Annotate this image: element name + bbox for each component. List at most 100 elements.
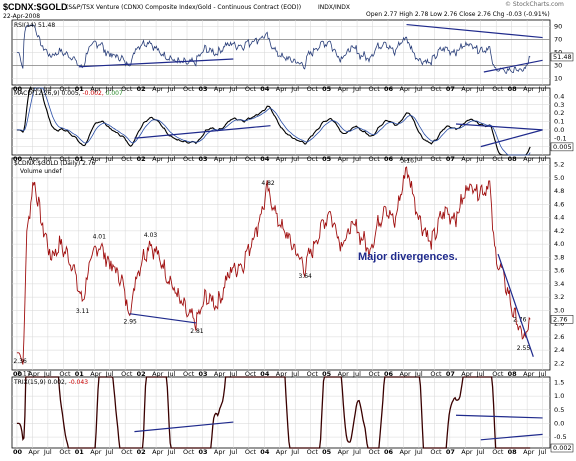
price-title: $CDNX:$GOLD (Daily) 2.76	[14, 160, 96, 167]
price-legend-item: Volume undef	[20, 168, 62, 175]
rsi-xtick-label: Oct	[492, 85, 504, 93]
price-ytick-label: 5.2	[554, 161, 564, 169]
macd-ytick-label: 0.3	[554, 101, 564, 109]
trix-trendline-low	[134, 421, 234, 433]
rsi-xtick-label: Jul	[414, 85, 423, 93]
macd-xtick-label: Oct	[369, 155, 381, 163]
macd-xtick-label: Apr	[276, 155, 288, 163]
trix-xtick-label: Jul	[352, 448, 361, 456]
macd-xtick-label: Oct	[430, 155, 442, 163]
macd-trendline-low	[134, 125, 271, 139]
macd-ytick-label: 0.0	[554, 126, 564, 134]
price-price-line	[16, 166, 531, 365]
rsi-xtick-label: Oct	[307, 85, 319, 93]
macd-xtick-label: 04	[260, 155, 270, 163]
price-value-label: 2.76	[553, 315, 567, 323]
macd-trendline-high	[455, 123, 543, 131]
price-trendline-2008	[497, 253, 534, 357]
macd-trendline-recent	[480, 129, 543, 148]
rsi-value-box	[550, 52, 574, 62]
price-xtick-label: Oct	[59, 370, 71, 378]
rsi-title: RSI(14) 51.48	[14, 22, 55, 29]
rsi-ytick-label: 10	[554, 75, 562, 83]
price-xtick-label: Jul	[414, 370, 423, 378]
price-point-label: 2.95	[123, 319, 137, 326]
macd-xtick-label: 08	[508, 155, 518, 163]
price-ytick-label: 5.0	[554, 174, 564, 182]
trix-xtick-label: 03	[198, 448, 207, 456]
macd-xtick-label: Apr	[152, 155, 164, 163]
price-xtick-label: Apr	[399, 370, 411, 378]
rsi-ytick-label: 50	[554, 49, 562, 57]
rsi-xtick-label: 06	[384, 85, 394, 93]
price-point-label: 3.64	[298, 273, 312, 280]
macd-ytick-label: 0.1	[554, 118, 564, 126]
macd-xtick-label: 00	[13, 155, 23, 163]
price-xtick-label: Apr	[523, 370, 535, 378]
price-xtick-label: 02	[137, 370, 146, 378]
trix-xtick-label: Jul	[43, 448, 52, 456]
rsi-panel: 10 30 50 70 90 51.48 RSI(14) 51.48	[11, 19, 574, 86]
trix-ytick-label: 1.0	[554, 392, 564, 400]
macd-xtick-label: 05	[322, 155, 332, 163]
rsi-ytick-label: 90	[554, 23, 562, 31]
macd-value-box	[550, 142, 574, 152]
trix-xtick-label: Oct	[183, 448, 195, 456]
price-point-label: 2.81	[190, 328, 204, 335]
chart-date: 22-Apr-2008	[3, 13, 40, 20]
trix-xtick-label: Apr	[461, 448, 473, 456]
trix-xtick-label: Oct	[59, 448, 71, 456]
macd-xtick-label: Jul	[228, 155, 237, 163]
rsi-xtick-label: Apr	[461, 85, 473, 93]
trix-trendline-recent	[480, 433, 543, 441]
trix-panel: -0.5 0.0 0.5 1.0 1.5 0.002 TRIX(15,9) 0.002, -…	[11, 376, 574, 453]
symbol-description: (S&P/TSX Venture (CDNX) Composite Index/…	[66, 4, 301, 11]
price-point-label: 4.03	[144, 232, 158, 239]
macd-xtick-label: Apr	[523, 155, 535, 163]
price-xtick-label: Apr	[28, 370, 40, 378]
price-panel: 2.2 2.4 2.6 2.8 3.0 3.2 3.4 3.6 3.8 4.0 4.2 4.4 4.6 4…	[11, 157, 574, 377]
quote-line: Open 2.77 High 2.78 Low 2.76 Close 2.76 …	[366, 11, 550, 18]
trix-ytick-label: 0.0	[554, 419, 564, 427]
macd-xtick-label: 06	[384, 155, 394, 163]
trix-trendline-high	[455, 414, 543, 419]
price-xtick-label: 01	[75, 370, 85, 378]
credit: © StockCharts.com	[505, 1, 564, 8]
macd-xtick-label: Jul	[352, 155, 361, 163]
price-ytick-label: 3.8	[554, 253, 564, 261]
trix-xtick-label: Apr	[90, 448, 102, 456]
price-xtick-label: Oct	[245, 370, 257, 378]
macd-xtick-label: Apr	[461, 155, 473, 163]
trix-xtick-label: Oct	[307, 448, 319, 456]
price-xtick-label: Oct	[369, 370, 381, 378]
trix-xtick-label: Oct	[430, 448, 442, 456]
price-ytick-label: 2.2	[554, 359, 564, 367]
rsi-xtick-label: Apr	[523, 85, 535, 93]
trix-xtick-label: Jul	[476, 448, 485, 456]
price-ytick-label: 4.6	[554, 200, 564, 208]
macd-xtick-label: 03	[198, 155, 207, 163]
rsi-xtick-label: 04	[260, 85, 270, 93]
rsi-xtick-label: 05	[322, 85, 332, 93]
macd-xtick-label: Oct	[492, 155, 504, 163]
macd-xtick-label: Jul	[43, 155, 52, 163]
rsi-value-label: 51.48	[553, 53, 572, 61]
macd-ytick-label: 0.2	[554, 109, 564, 117]
trix-xtick-label: 02	[137, 448, 146, 456]
price-trendline-2002	[129, 313, 197, 324]
trix-ytick-label: 1.5	[554, 378, 564, 386]
macd-ytick-label: 0.4	[554, 92, 564, 100]
price-xtick-label: 04	[260, 370, 270, 378]
trix-xtick-label: Jul	[290, 448, 299, 456]
price-ytick-label: 2.8	[554, 320, 564, 328]
macd-xtick-label: Apr	[338, 155, 350, 163]
trix-xtick-label: Apr	[399, 448, 411, 456]
trix-xtick-label: Oct	[369, 448, 381, 456]
trix-panel-frame	[11, 376, 551, 449]
symbol-title: $CDNX:$GOLD	[3, 2, 68, 12]
rsi-xtick-label: 00	[13, 85, 23, 93]
price-xtick-label: Apr	[338, 370, 350, 378]
price-xtick-label: Apr	[152, 370, 164, 378]
rsi-ytick-label: 70	[554, 36, 562, 44]
